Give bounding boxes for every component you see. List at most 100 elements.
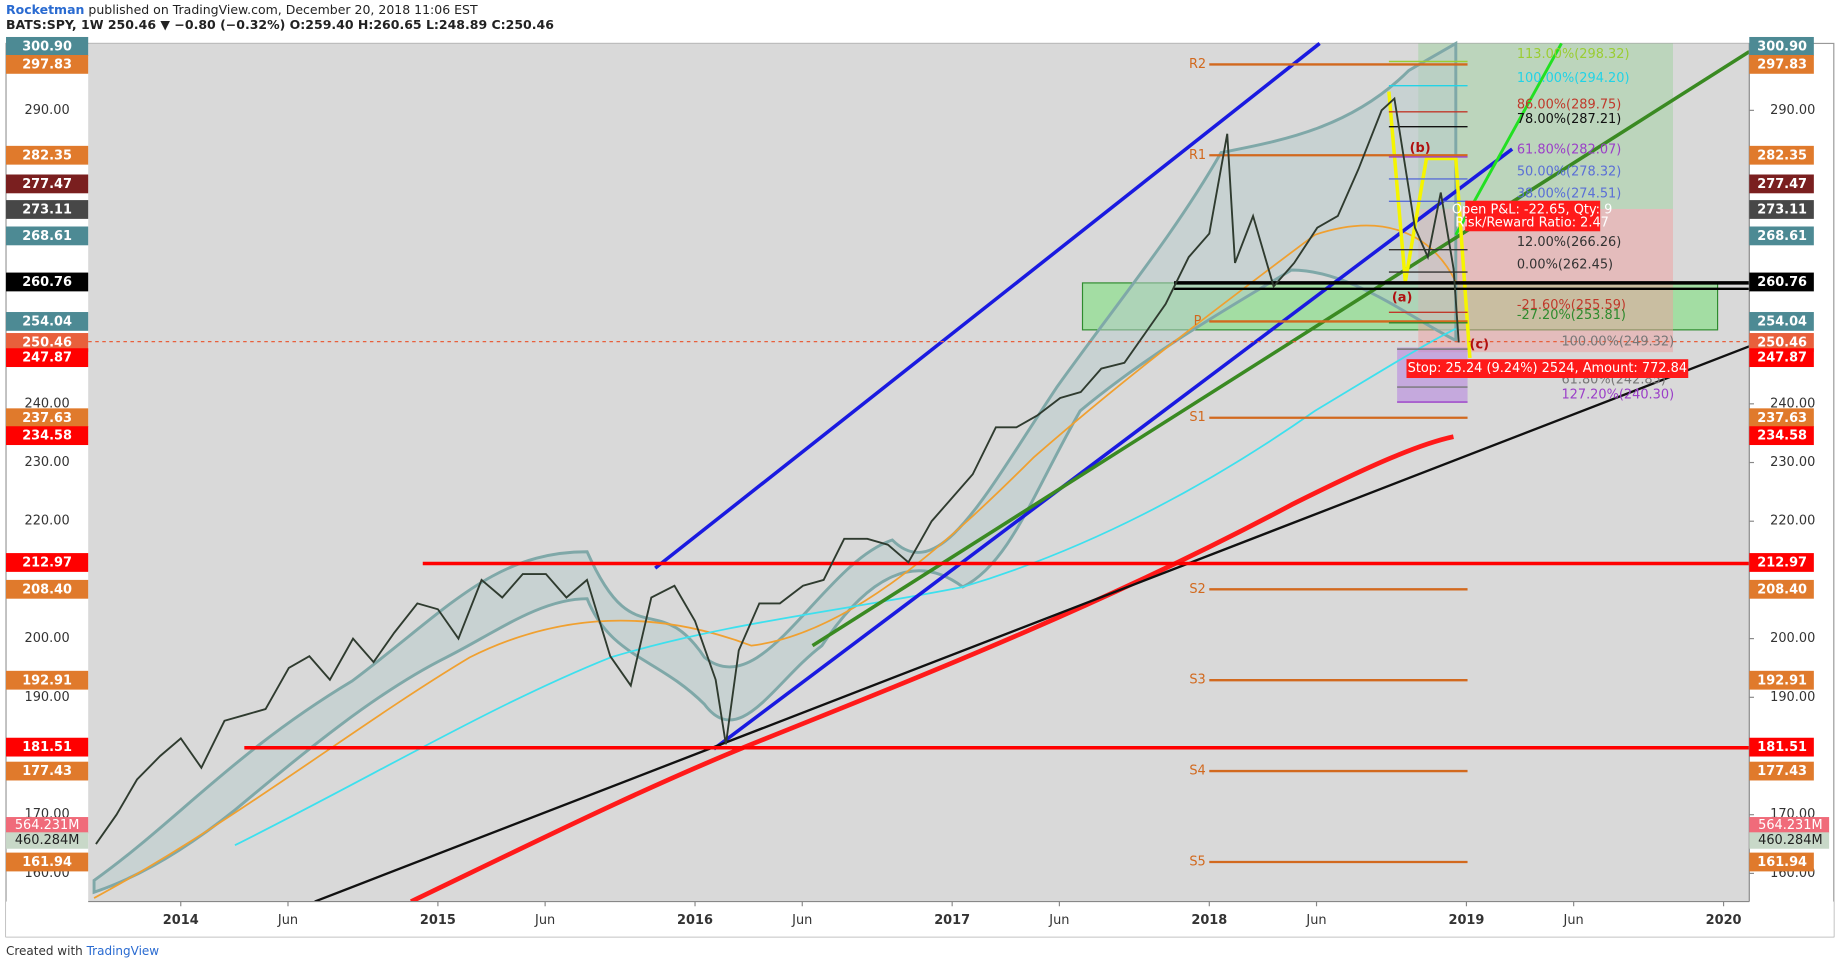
x-axis-band [6,901,1834,937]
price-tag-label: 247.87 [22,351,72,366]
price-tag-label: 181.51 [22,740,72,755]
y-tick-label: 230.00 [1770,455,1815,470]
y-tick-label: 190.00 [1770,690,1815,705]
fib-label: 38.00%(274.51) [1517,187,1621,202]
x-tick-label: 2015 [420,913,456,928]
trendline [314,345,1750,903]
price-tag [1749,737,1814,757]
price-tag-label: 254.04 [1757,315,1807,330]
trendline [712,147,1514,751]
x-tick-label: Jun [1048,913,1069,928]
price-tag-label: 282.35 [22,148,72,163]
stop-box [1406,359,1689,378]
y-tick-label: 220.00 [1770,514,1815,529]
author[interactable]: Rocketman [6,2,85,17]
fib-label: 100.00%(294.20) [1517,71,1630,86]
price-tag [6,333,89,352]
price-tag [1749,426,1814,446]
price-tag-label: 268.61 [22,229,72,244]
pivot-label: S1 [1189,410,1205,425]
price-tag [6,312,89,331]
header-line: Rocketman published on TradingView.com, … [6,2,1806,17]
price-tag [6,408,89,428]
price-tag [6,226,89,246]
price-tag-label: 260.76 [22,275,72,290]
price-tag-label: 234.58 [22,429,72,444]
price-tag-label: 297.83 [22,57,72,72]
price-tag-label: 181.51 [1757,740,1807,755]
price-tag [1749,579,1814,599]
price-tag-label: 268.61 [1757,229,1807,244]
wave-label: (a) [1392,291,1413,306]
price-tag [6,670,89,690]
price-tag [1749,272,1814,292]
price-tag [1749,348,1814,368]
price-tag [6,852,89,872]
fib-label: 100.00%(249.32) [1561,335,1674,350]
price-tag-label: 297.83 [1757,57,1807,72]
ma-red [410,434,1454,904]
fib-label: 61.80%(282.07) [1517,142,1621,157]
footer-brand[interactable]: TradingView [86,944,160,958]
pivot-label: S2 [1189,582,1205,597]
price-tag [6,36,89,56]
price-tag [6,579,89,599]
price-tag-label: 161.94 [1757,855,1807,870]
marks: 160.00160.00170.00170.00190.00190.00200.… [6,36,1830,928]
price-tag [1749,553,1814,572]
x-tick-label: Jun [277,913,298,928]
price-tag [1749,174,1814,194]
price-tag-label: 192.91 [22,673,72,688]
ma-orange [93,224,1457,899]
price-tag-label: 277.47 [1757,177,1807,192]
fib-label: 113.00%(298.32) [1517,47,1630,62]
fib-label: 50.00%(278.32) [1517,164,1621,179]
price-tag [1749,200,1814,219]
stop-label: Stop: 25.24 (9.24%) 2524, Amount: 772.84 [1408,361,1687,376]
y-tick-label: 230.00 [25,455,70,470]
pnl-label: Open P&L: -22.65, Qty: 9 [1452,203,1612,218]
y-tick-label: 220.00 [25,514,70,529]
x-tick-label: 2018 [1191,913,1227,928]
x-tick-label: 2014 [163,913,199,928]
pivot-label: P [1194,314,1202,329]
y-tick-label: 290.00 [1770,103,1815,118]
bollinger-band [92,40,1458,895]
price-tag-label: 161.94 [22,855,72,870]
price-tag-label: 212.97 [1757,556,1807,571]
pivot-label: S4 [1189,764,1205,779]
price-tag [6,761,89,781]
price-tag [6,54,89,74]
x-tick-label: Jun [791,913,812,928]
y-tick-label: 200.00 [1770,631,1815,646]
pivot-label: S5 [1189,855,1205,870]
symbol-line: BATS:SPY, 1W 250.46 ▼ −0.80 (−0.32%) O:2… [6,17,554,32]
fib-label: 12.00%(266.26) [1517,235,1621,250]
price-tag-label: 208.40 [22,582,72,597]
x-tick-label: 2020 [1706,913,1742,928]
price-tag [6,426,89,446]
price-tag-label: 273.11 [1757,203,1807,218]
wave-label: (c) [1470,338,1489,353]
fib-label: 86.00%(289.75) [1517,97,1621,112]
fib-label: -21.60%(255.59) [1517,298,1626,313]
x-tick-label: 2019 [1448,913,1484,928]
ratio-label: Risk/Reward Ratio: 2.47 [1455,216,1609,231]
price-tag-label: 234.58 [1757,429,1807,444]
footer: Created with TradingView [6,944,159,958]
price-tag-label: 300.90 [22,39,72,54]
price-tag-label: 273.11 [22,203,72,218]
wave-label: (b) [1410,141,1431,156]
volume-tag-label: 564.231M [1758,818,1823,833]
price-tag-label: 300.90 [1757,39,1807,54]
pivot-label: R2 [1189,57,1206,72]
volume-tag [1749,817,1830,834]
y-tick-label: 240.00 [1770,396,1815,411]
plot-background [88,43,1750,902]
price-tag-label: 208.40 [1757,582,1807,597]
price-tag [6,553,89,572]
volume-tag [6,817,89,834]
volume-tag [6,832,89,849]
